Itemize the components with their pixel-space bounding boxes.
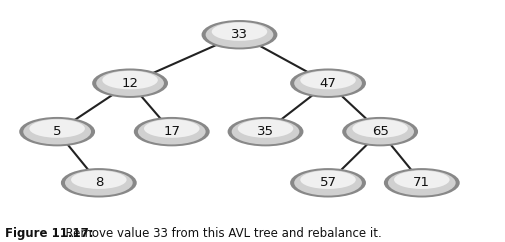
Ellipse shape <box>206 22 273 47</box>
Ellipse shape <box>61 168 137 197</box>
Ellipse shape <box>212 23 267 41</box>
Ellipse shape <box>71 171 127 189</box>
Ellipse shape <box>300 171 356 189</box>
Ellipse shape <box>384 168 460 197</box>
Ellipse shape <box>342 117 418 146</box>
Ellipse shape <box>96 70 164 96</box>
Text: Figure 11.17:: Figure 11.17: <box>5 227 93 240</box>
Ellipse shape <box>29 119 85 138</box>
Ellipse shape <box>346 119 414 144</box>
Ellipse shape <box>228 117 304 146</box>
Ellipse shape <box>290 168 366 197</box>
Text: 17: 17 <box>163 125 180 138</box>
Ellipse shape <box>394 171 449 189</box>
Ellipse shape <box>19 117 95 146</box>
Text: 12: 12 <box>122 77 138 90</box>
Text: 8: 8 <box>94 176 103 189</box>
Ellipse shape <box>138 119 206 144</box>
Ellipse shape <box>201 20 277 49</box>
Ellipse shape <box>388 170 456 196</box>
Ellipse shape <box>134 117 210 146</box>
Ellipse shape <box>232 119 299 144</box>
Text: 57: 57 <box>320 176 336 189</box>
Text: 65: 65 <box>372 125 388 138</box>
Text: 35: 35 <box>257 125 274 138</box>
Ellipse shape <box>65 170 133 196</box>
Ellipse shape <box>290 68 366 98</box>
Text: 71: 71 <box>413 176 430 189</box>
Ellipse shape <box>300 71 356 89</box>
Ellipse shape <box>294 70 362 96</box>
Text: Remove value 33 from this AVL tree and rebalance it.: Remove value 33 from this AVL tree and r… <box>58 227 382 240</box>
Text: 33: 33 <box>231 28 248 41</box>
Ellipse shape <box>23 119 91 144</box>
Ellipse shape <box>103 71 158 89</box>
Ellipse shape <box>144 119 199 138</box>
Ellipse shape <box>92 68 168 98</box>
Ellipse shape <box>352 119 408 138</box>
Ellipse shape <box>238 119 293 138</box>
Ellipse shape <box>294 170 362 196</box>
Text: 47: 47 <box>320 77 336 90</box>
Text: 5: 5 <box>53 125 62 138</box>
